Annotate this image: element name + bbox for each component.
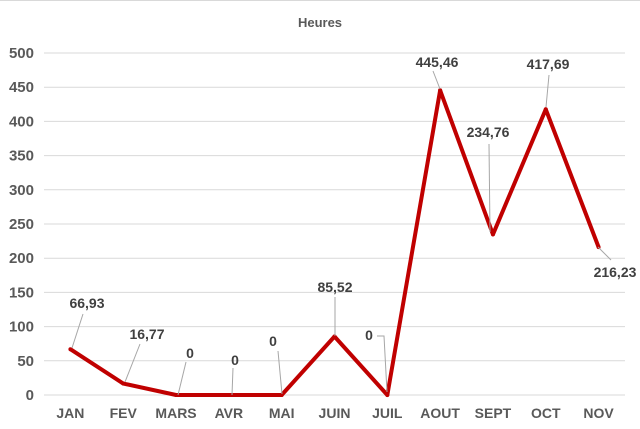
leader-line <box>71 313 84 349</box>
data-point <box>121 381 126 386</box>
leader-line <box>432 70 441 90</box>
x-tick-label: FEV <box>110 405 138 421</box>
x-tick-label: JAN <box>56 405 84 421</box>
leader-line <box>597 246 612 261</box>
data-point <box>174 393 179 397</box>
data-label: 66,93 <box>69 295 104 311</box>
data-point <box>279 393 284 397</box>
leader-line <box>377 335 388 393</box>
y-tick-label: 400 <box>9 113 34 130</box>
y-tick-label: 500 <box>9 45 34 62</box>
leader-line <box>124 343 141 383</box>
x-tick-label: NOV <box>583 405 614 421</box>
data-point <box>385 393 390 397</box>
data-point <box>68 347 73 352</box>
data-label: 417,69 <box>527 56 570 72</box>
leader-line <box>488 143 491 233</box>
data-point <box>490 232 495 237</box>
data-label: 234,76 <box>467 124 510 140</box>
x-tick-label: OCT <box>531 405 561 421</box>
leader-line <box>231 367 234 396</box>
series-line <box>69 88 601 397</box>
data-label: 216,23 <box>594 264 637 280</box>
x-tick-label: MAI <box>269 405 295 421</box>
data-point <box>226 393 231 397</box>
data-label: 16,77 <box>129 326 164 342</box>
data-label: 85,52 <box>317 279 352 295</box>
y-tick-label: 100 <box>9 319 34 336</box>
x-tick-label: AOUT <box>420 405 460 421</box>
x-tick-label: AVR <box>215 405 244 421</box>
x-tick-label: JUIL <box>372 405 403 421</box>
y-tick-label: 250 <box>9 216 34 233</box>
data-label: 445,46 <box>416 54 459 70</box>
data-label: 0 <box>186 345 194 361</box>
y-tick-label: 50 <box>17 353 34 370</box>
data-point <box>438 88 443 93</box>
data-label: 0 <box>231 352 239 368</box>
leader-line <box>277 350 283 395</box>
y-tick-label: 300 <box>9 182 34 199</box>
data-point <box>543 107 548 112</box>
x-tick-label: MARS <box>155 405 196 421</box>
leader-line <box>177 361 187 396</box>
chart-title: Heures <box>298 15 342 30</box>
data-label: 0 <box>269 333 277 349</box>
y-tick-label: 350 <box>9 148 34 165</box>
data-label: 0 <box>365 327 373 343</box>
y-tick-label: 0 <box>26 387 34 404</box>
x-tick-label: JUIN <box>319 405 351 421</box>
y-tick-label: 450 <box>9 79 34 96</box>
y-tick-label: 150 <box>9 284 34 301</box>
leader-line <box>545 74 550 108</box>
x-tick-label: SEPT <box>475 405 512 421</box>
y-tick-label: 200 <box>9 250 34 267</box>
